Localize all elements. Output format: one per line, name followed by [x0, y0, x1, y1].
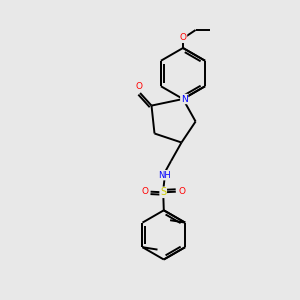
Text: NH: NH [158, 171, 171, 180]
Text: O: O [179, 33, 187, 42]
Text: S: S [160, 187, 166, 197]
Text: N: N [181, 94, 188, 103]
Text: O: O [141, 187, 148, 196]
Text: O: O [135, 82, 142, 91]
Text: O: O [178, 187, 185, 196]
